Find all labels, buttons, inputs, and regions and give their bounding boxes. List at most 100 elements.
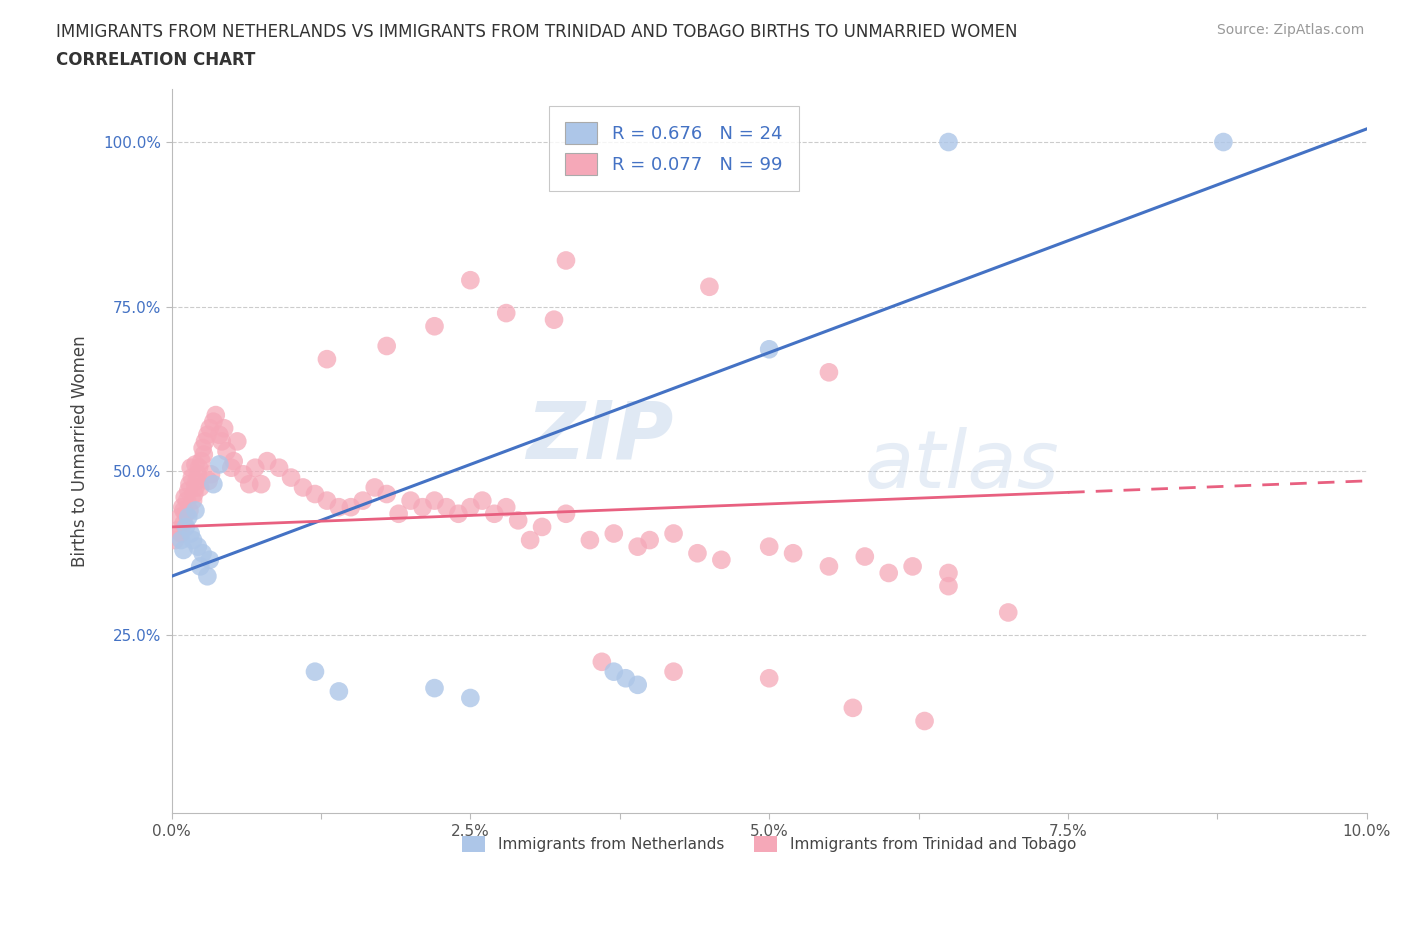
Point — [183, 486, 205, 501]
Point — [191, 546, 214, 561]
Point — [328, 499, 350, 514]
Point — [877, 565, 900, 580]
Point — [176, 493, 198, 508]
Point — [853, 549, 876, 564]
Point — [782, 546, 804, 561]
Point — [232, 467, 254, 482]
Point — [184, 480, 207, 495]
Point — [200, 467, 222, 482]
Point — [938, 578, 960, 593]
Point — [208, 428, 231, 443]
Text: IMMIGRANTS FROM NETHERLANDS VS IMMIGRANTS FROM TRINIDAD AND TOBAGO BIRTHS TO UNM: IMMIGRANTS FROM NETHERLANDS VS IMMIGRANT… — [56, 23, 1018, 41]
Point — [188, 460, 211, 475]
Point — [818, 559, 841, 574]
Point — [447, 506, 470, 521]
Point — [198, 552, 221, 567]
Point — [352, 493, 374, 508]
Point — [375, 486, 398, 501]
Point — [914, 713, 936, 728]
Point — [292, 480, 315, 495]
Point — [186, 473, 208, 488]
Point — [328, 684, 350, 698]
Point — [180, 471, 202, 485]
Point — [412, 499, 434, 514]
Point — [193, 447, 215, 462]
Point — [177, 510, 200, 525]
Point — [197, 569, 219, 584]
Y-axis label: Births to Unmarried Women: Births to Unmarried Women — [72, 336, 89, 567]
Point — [204, 407, 226, 422]
Point — [188, 480, 211, 495]
Point — [591, 655, 613, 670]
Point — [256, 454, 278, 469]
Point — [222, 454, 245, 469]
Point — [177, 484, 200, 498]
Point — [190, 454, 212, 469]
Point — [818, 365, 841, 379]
Point — [181, 493, 204, 508]
Point — [699, 279, 721, 294]
Point — [211, 434, 233, 449]
Point — [938, 135, 960, 150]
Point — [226, 434, 249, 449]
Point — [184, 457, 207, 472]
Point — [603, 526, 626, 541]
Point — [460, 499, 482, 514]
Point — [212, 420, 235, 435]
Point — [555, 253, 578, 268]
Point — [710, 552, 733, 567]
Point — [579, 533, 602, 548]
Point — [495, 499, 517, 514]
Point — [460, 691, 482, 706]
Point — [194, 434, 217, 449]
Point — [181, 533, 204, 548]
Point — [184, 503, 207, 518]
Point — [436, 499, 458, 514]
Point — [627, 539, 650, 554]
Point — [316, 493, 339, 508]
Point — [423, 319, 446, 334]
Point — [938, 565, 960, 580]
Point — [208, 457, 231, 472]
Point — [173, 516, 195, 531]
Point — [202, 414, 225, 429]
Point — [221, 460, 243, 475]
Point — [1212, 135, 1234, 150]
Point — [165, 533, 187, 548]
Point — [170, 533, 193, 548]
Point — [662, 664, 685, 679]
Point — [180, 460, 202, 475]
Point — [399, 493, 422, 508]
Point — [997, 605, 1019, 620]
Point — [304, 664, 326, 679]
Point — [842, 700, 865, 715]
Point — [245, 460, 267, 475]
Point — [375, 339, 398, 353]
Point — [179, 477, 201, 492]
Point — [269, 460, 291, 475]
Point — [423, 493, 446, 508]
Point — [758, 539, 780, 554]
Legend: Immigrants from Netherlands, Immigrants from Trinidad and Tobago: Immigrants from Netherlands, Immigrants … — [454, 829, 1084, 859]
Point — [543, 312, 565, 327]
Text: CORRELATION CHART: CORRELATION CHART — [56, 51, 256, 69]
Point — [179, 503, 201, 518]
Point — [638, 533, 661, 548]
Point — [170, 526, 193, 541]
Point — [173, 503, 195, 518]
Point — [304, 486, 326, 501]
Point — [173, 490, 195, 505]
Point — [174, 506, 197, 521]
Point — [191, 441, 214, 456]
Point — [508, 513, 530, 528]
Point — [197, 473, 219, 488]
Point — [169, 510, 191, 525]
Point — [238, 477, 260, 492]
Point — [531, 520, 554, 535]
Point — [197, 428, 219, 443]
Text: ZIP: ZIP — [526, 398, 673, 476]
Point — [603, 664, 626, 679]
Point — [388, 506, 411, 521]
Point — [250, 477, 273, 492]
Point — [495, 306, 517, 321]
